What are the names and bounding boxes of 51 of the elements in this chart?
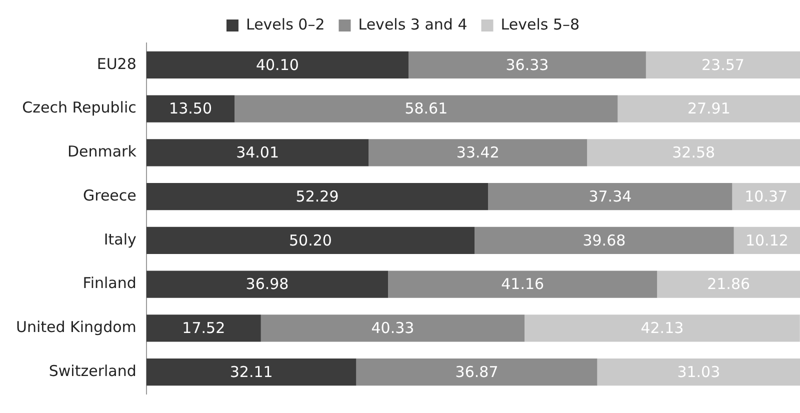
bar bbox=[146, 226, 475, 254]
y-tick-label: Greece bbox=[82, 186, 136, 204]
bar bbox=[732, 182, 800, 210]
data-label: 36.33 bbox=[506, 56, 549, 74]
data-label: 36.87 bbox=[455, 362, 498, 381]
bar bbox=[657, 270, 800, 298]
bar bbox=[734, 226, 800, 254]
data-label: 50.20 bbox=[288, 231, 332, 250]
bar bbox=[234, 95, 618, 122]
y-tick-label: United Kingdom bbox=[16, 318, 136, 336]
data-label: 41.16 bbox=[501, 275, 544, 294]
data-label: 58.61 bbox=[404, 100, 448, 118]
bar bbox=[146, 270, 388, 298]
bar bbox=[618, 95, 800, 122]
y-tick-label: Italy bbox=[104, 230, 137, 248]
bar bbox=[356, 358, 598, 386]
bar bbox=[146, 139, 369, 166]
legend-label: Levels 5–8 bbox=[500, 15, 580, 34]
y-tick-label: Czech Republic bbox=[22, 98, 136, 117]
bar bbox=[597, 358, 800, 386]
data-label: 32.11 bbox=[230, 362, 273, 381]
data-label: 40.33 bbox=[371, 319, 414, 338]
data-label: 13.50 bbox=[169, 100, 212, 118]
y-tick-label: Switzerland bbox=[48, 362, 136, 380]
bar bbox=[646, 51, 800, 79]
data-label: 33.42 bbox=[456, 144, 500, 162]
bar bbox=[146, 182, 488, 210]
legend-label: Levels 3 and 4 bbox=[358, 15, 468, 34]
bar bbox=[388, 270, 658, 298]
data-label: 34.01 bbox=[236, 144, 280, 162]
data-label: 40.10 bbox=[256, 56, 299, 74]
bar bbox=[368, 139, 588, 166]
y-tick-label: Denmark bbox=[67, 142, 137, 161]
y-tick-label: Finland bbox=[82, 274, 136, 292]
legend-label: Levels 0–2 bbox=[246, 15, 325, 34]
bar bbox=[524, 314, 800, 342]
bar bbox=[474, 226, 734, 254]
bar bbox=[146, 314, 261, 342]
bar bbox=[146, 51, 408, 79]
bar bbox=[587, 139, 800, 166]
bar bbox=[146, 95, 235, 122]
y-tick-label: EU28 bbox=[96, 54, 136, 73]
bar bbox=[488, 182, 732, 210]
bar bbox=[260, 314, 525, 342]
bar bbox=[146, 358, 356, 386]
data-label: 37.34 bbox=[588, 187, 632, 206]
bar bbox=[408, 51, 646, 79]
data-label: 17.52 bbox=[182, 319, 226, 338]
data-label: 36.98 bbox=[246, 275, 289, 294]
data-label: 52.29 bbox=[296, 187, 339, 206]
data-label: 39.68 bbox=[582, 231, 626, 250]
